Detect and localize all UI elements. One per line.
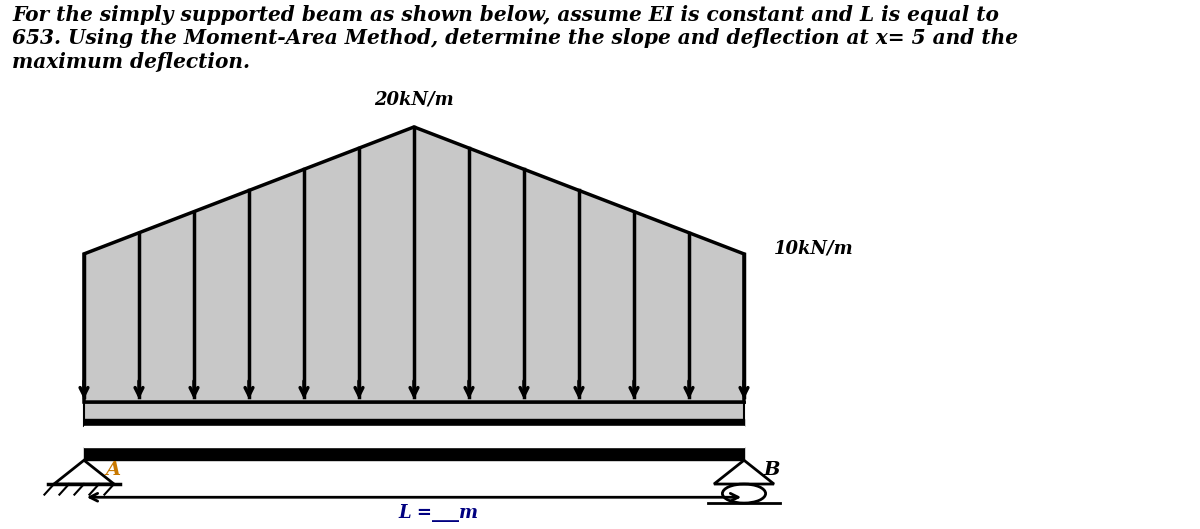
Text: A: A	[106, 461, 121, 479]
Text: B: B	[763, 461, 780, 479]
Text: 10kN/m: 10kN/m	[774, 240, 853, 258]
Text: 20kN/m: 20kN/m	[374, 90, 454, 108]
Text: L =___m: L =___m	[398, 504, 478, 522]
Text: For the simply supported beam as shown below, assume EI is constant and L is equ: For the simply supported beam as shown b…	[12, 5, 1018, 72]
Polygon shape	[84, 402, 744, 426]
Polygon shape	[84, 127, 744, 402]
